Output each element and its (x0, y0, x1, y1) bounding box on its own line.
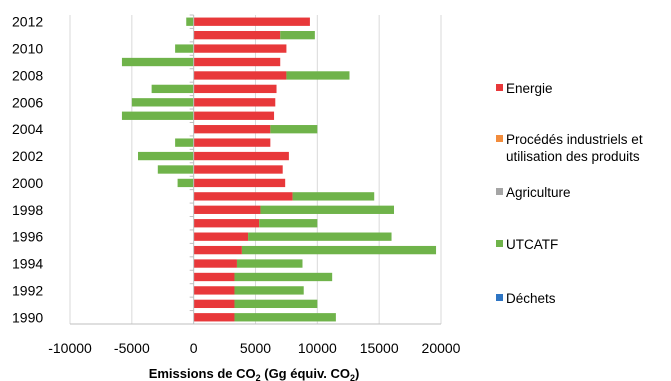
bar-energie-2005 (193, 111, 275, 120)
bar-utcatf-2011 (280, 30, 315, 40)
y-tick-label: 2004 (12, 121, 43, 137)
legend-item: Procédés industriels et utilisation des … (496, 131, 643, 165)
bar-energie-2000 (193, 178, 286, 188)
bar-utcatf-2009 (121, 57, 194, 67)
y-tick-labels: 1990 1992 1994 1996 1998 2000 2002 2004 2006 2008… (12, 14, 43, 326)
bar-utcatf-2010 (175, 44, 194, 53)
y-tick-label: 1996 (12, 229, 43, 245)
bar-energie-1996 (193, 232, 249, 241)
bar-utcatf-2012 (186, 17, 194, 26)
y-tick-label: 1998 (12, 202, 43, 218)
x-tick-labels: -10000 -5000 0 5000 10000 15000 20000 (48, 340, 460, 356)
y-tick-label: 1992 (12, 282, 43, 298)
x-tick-label: -5000 (114, 340, 150, 356)
bar-energie-1998 (193, 205, 261, 214)
y-tick-label: 2008 (12, 67, 43, 83)
bar-energie-1994 (193, 259, 237, 268)
legend-swatch (496, 135, 503, 142)
bar-utcatf-2002 (138, 151, 194, 161)
bar-energie-2007 (193, 84, 277, 94)
bar-energie-1995 (193, 245, 242, 255)
x-tick-label: 0 (190, 340, 198, 356)
bar-energie-2004 (193, 125, 271, 134)
bar-utcatf-1997 (259, 219, 318, 228)
bar-utcatf-1993 (234, 272, 333, 282)
bar-utcatf-2000 (177, 178, 194, 188)
bar-utcatf-1995 (241, 245, 437, 255)
bar-energie-2002 (193, 151, 289, 161)
legend-label: Procédés industriels et utilisation des … (506, 132, 643, 164)
axes (70, 14, 441, 325)
y-tick-label: 1994 (12, 256, 43, 272)
y-tick-label: 2006 (12, 94, 43, 110)
bar-utcatf-1996 (248, 232, 392, 241)
bar-utcatf-1998 (260, 205, 395, 214)
bar-energie-2011 (193, 30, 281, 40)
x-tick-label: 20000 (422, 340, 461, 356)
bar-energie-2003 (193, 138, 271, 147)
bar-energie-2012 (193, 17, 310, 26)
legend-item: UTCATF (496, 236, 558, 253)
x-tick-label: -10000 (48, 340, 92, 356)
bar-energie-1993 (193, 272, 235, 282)
legend-swatch (496, 240, 503, 247)
bar-utcatf-1991 (234, 299, 318, 309)
bar-energie-1990 (193, 313, 235, 322)
y-tick-label: 2002 (12, 148, 43, 164)
x-axis-title: Emissions de CO2 (Gg équiv. CO2) (149, 366, 360, 381)
bar-energie-2001 (193, 165, 283, 174)
bar-utcatf-2008 (286, 71, 350, 80)
bar-utcatf-1992 (234, 286, 304, 295)
x-tick-label: 5000 (240, 340, 271, 356)
bar-energie-1992 (193, 286, 235, 295)
bar-utcatf-2005 (121, 111, 194, 120)
y-tick-label: 2010 (12, 41, 43, 57)
legend-label: Energie (506, 81, 553, 96)
bar-energie-1997 (193, 219, 260, 228)
legend-item: Agriculture (496, 184, 571, 201)
bar-utcatf-2001 (157, 165, 194, 174)
bars (121, 17, 437, 322)
bar-energie-1999 (193, 192, 293, 201)
legend-swatch (496, 84, 503, 91)
bar-energie-2008 (193, 71, 287, 80)
bar-utcatf-2006 (131, 98, 194, 107)
legend-item: Energie (496, 80, 553, 97)
bar-utcatf-1990 (234, 313, 336, 322)
legend-swatch (496, 294, 503, 301)
legend-label: Déchets (506, 291, 556, 306)
legend: Energie Procédés industriels et utilisati… (496, 0, 671, 381)
bar-utcatf-1999 (292, 192, 375, 201)
x-tick-label: 15000 (360, 340, 399, 356)
legend-item: Déchets (496, 290, 556, 307)
bar-energie-2009 (193, 57, 281, 67)
bar-utcatf-2003 (175, 138, 194, 147)
bar-energie-2006 (193, 98, 276, 107)
y-tick-label: 2000 (12, 175, 43, 191)
bar-utcatf-2007 (151, 84, 194, 94)
bar-energie-2010 (193, 44, 287, 53)
legend-label: UTCATF (506, 237, 559, 252)
x-tick-label: 10000 (298, 340, 337, 356)
legend-label: Agriculture (506, 185, 571, 200)
bar-utcatf-2004 (270, 125, 318, 134)
bar-energie-1991 (193, 299, 235, 309)
bar-utcatf-1994 (236, 259, 303, 268)
y-tick-label: 1990 (12, 309, 43, 325)
y-tick-label: 2012 (12, 14, 43, 30)
legend-swatch (496, 188, 503, 195)
